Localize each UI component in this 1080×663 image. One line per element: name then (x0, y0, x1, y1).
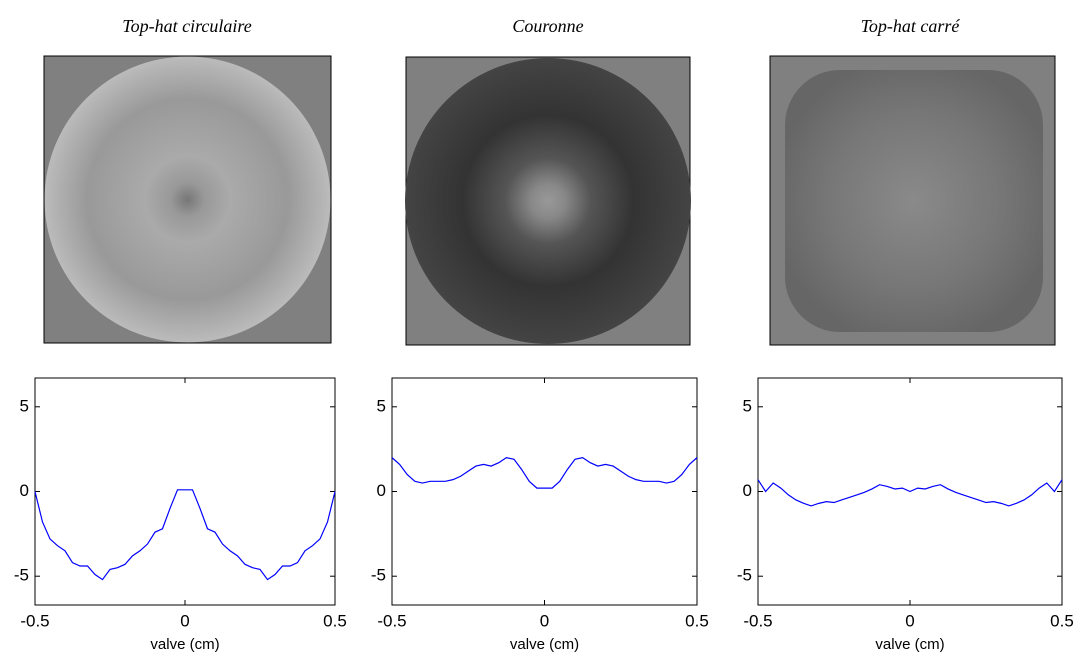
y-tick-label: 0 (377, 481, 386, 500)
y-tick-label: -5 (737, 566, 752, 585)
x-tick-label: 0 (540, 611, 549, 630)
y-tick-label: 5 (377, 396, 386, 415)
image-1 (43, 55, 332, 344)
line-series (34, 489, 336, 581)
x-tick-label: 0.5 (1050, 611, 1074, 630)
line-series (757, 479, 1063, 507)
x-tick-label: 0.5 (685, 611, 709, 630)
x-tick-label: -0.5 (377, 611, 406, 630)
y-tick-label: 5 (743, 396, 752, 415)
y-tick-label: 5 (20, 396, 29, 415)
chart-title: Top-hat carré (861, 16, 961, 36)
image-2 (405, 56, 691, 346)
y-tick-label: -5 (371, 566, 386, 585)
chart-title: Couronne (512, 16, 583, 36)
plot-frame (391, 377, 698, 606)
x-axis-label: valve (cm) (150, 636, 219, 653)
x-tick-label: 0 (180, 611, 189, 630)
x-tick-label: -0.5 (743, 611, 772, 630)
image-3 (769, 55, 1056, 346)
y-tick-label: -5 (14, 566, 29, 585)
y-tick-label: 0 (20, 481, 29, 500)
x-tick-label: 0 (905, 611, 914, 630)
line-series (391, 456, 698, 489)
plot-frame (34, 377, 336, 606)
x-tick-label: -0.5 (20, 611, 49, 630)
y-tick-label: 0 (743, 481, 752, 500)
x-axis-label: valve (cm) (875, 636, 944, 653)
x-axis-label: valve (cm) (510, 636, 579, 653)
chart-title: Top-hat circulaire (122, 16, 252, 36)
x-tick-label: 0.5 (323, 611, 347, 630)
